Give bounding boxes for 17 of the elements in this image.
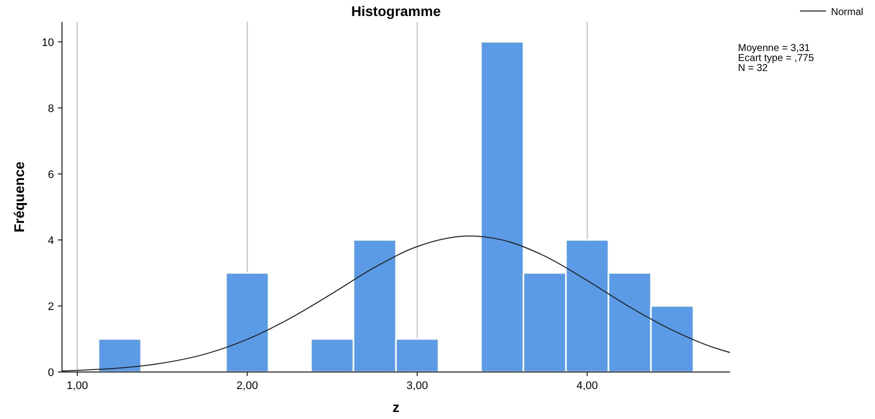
legend-label: Normal <box>831 7 864 18</box>
text: Ecart type = ,775 <box>738 53 814 64</box>
y-tick-label: 2 <box>48 300 54 313</box>
text: N = 32 <box>738 63 768 74</box>
y-tick-label: 0 <box>48 367 54 379</box>
text: Moyenne = 3,31 <box>738 43 810 54</box>
y-tick-label: 4 <box>48 234 54 247</box>
x-tick-label: 3,00 <box>406 380 428 392</box>
chart-title: Histogramme <box>351 3 441 19</box>
x-axis-title: z <box>392 399 400 415</box>
x-tick-label: 1,00 <box>66 380 88 392</box>
y-tick-label: 8 <box>48 102 54 115</box>
y-axis-title: Fréquence <box>11 161 27 232</box>
x-tick-label: 2,00 <box>236 380 258 392</box>
x-tick-label: 4,00 <box>576 380 598 392</box>
y-tick-label: 10 <box>42 36 54 49</box>
y-tick-label: 6 <box>48 168 54 181</box>
